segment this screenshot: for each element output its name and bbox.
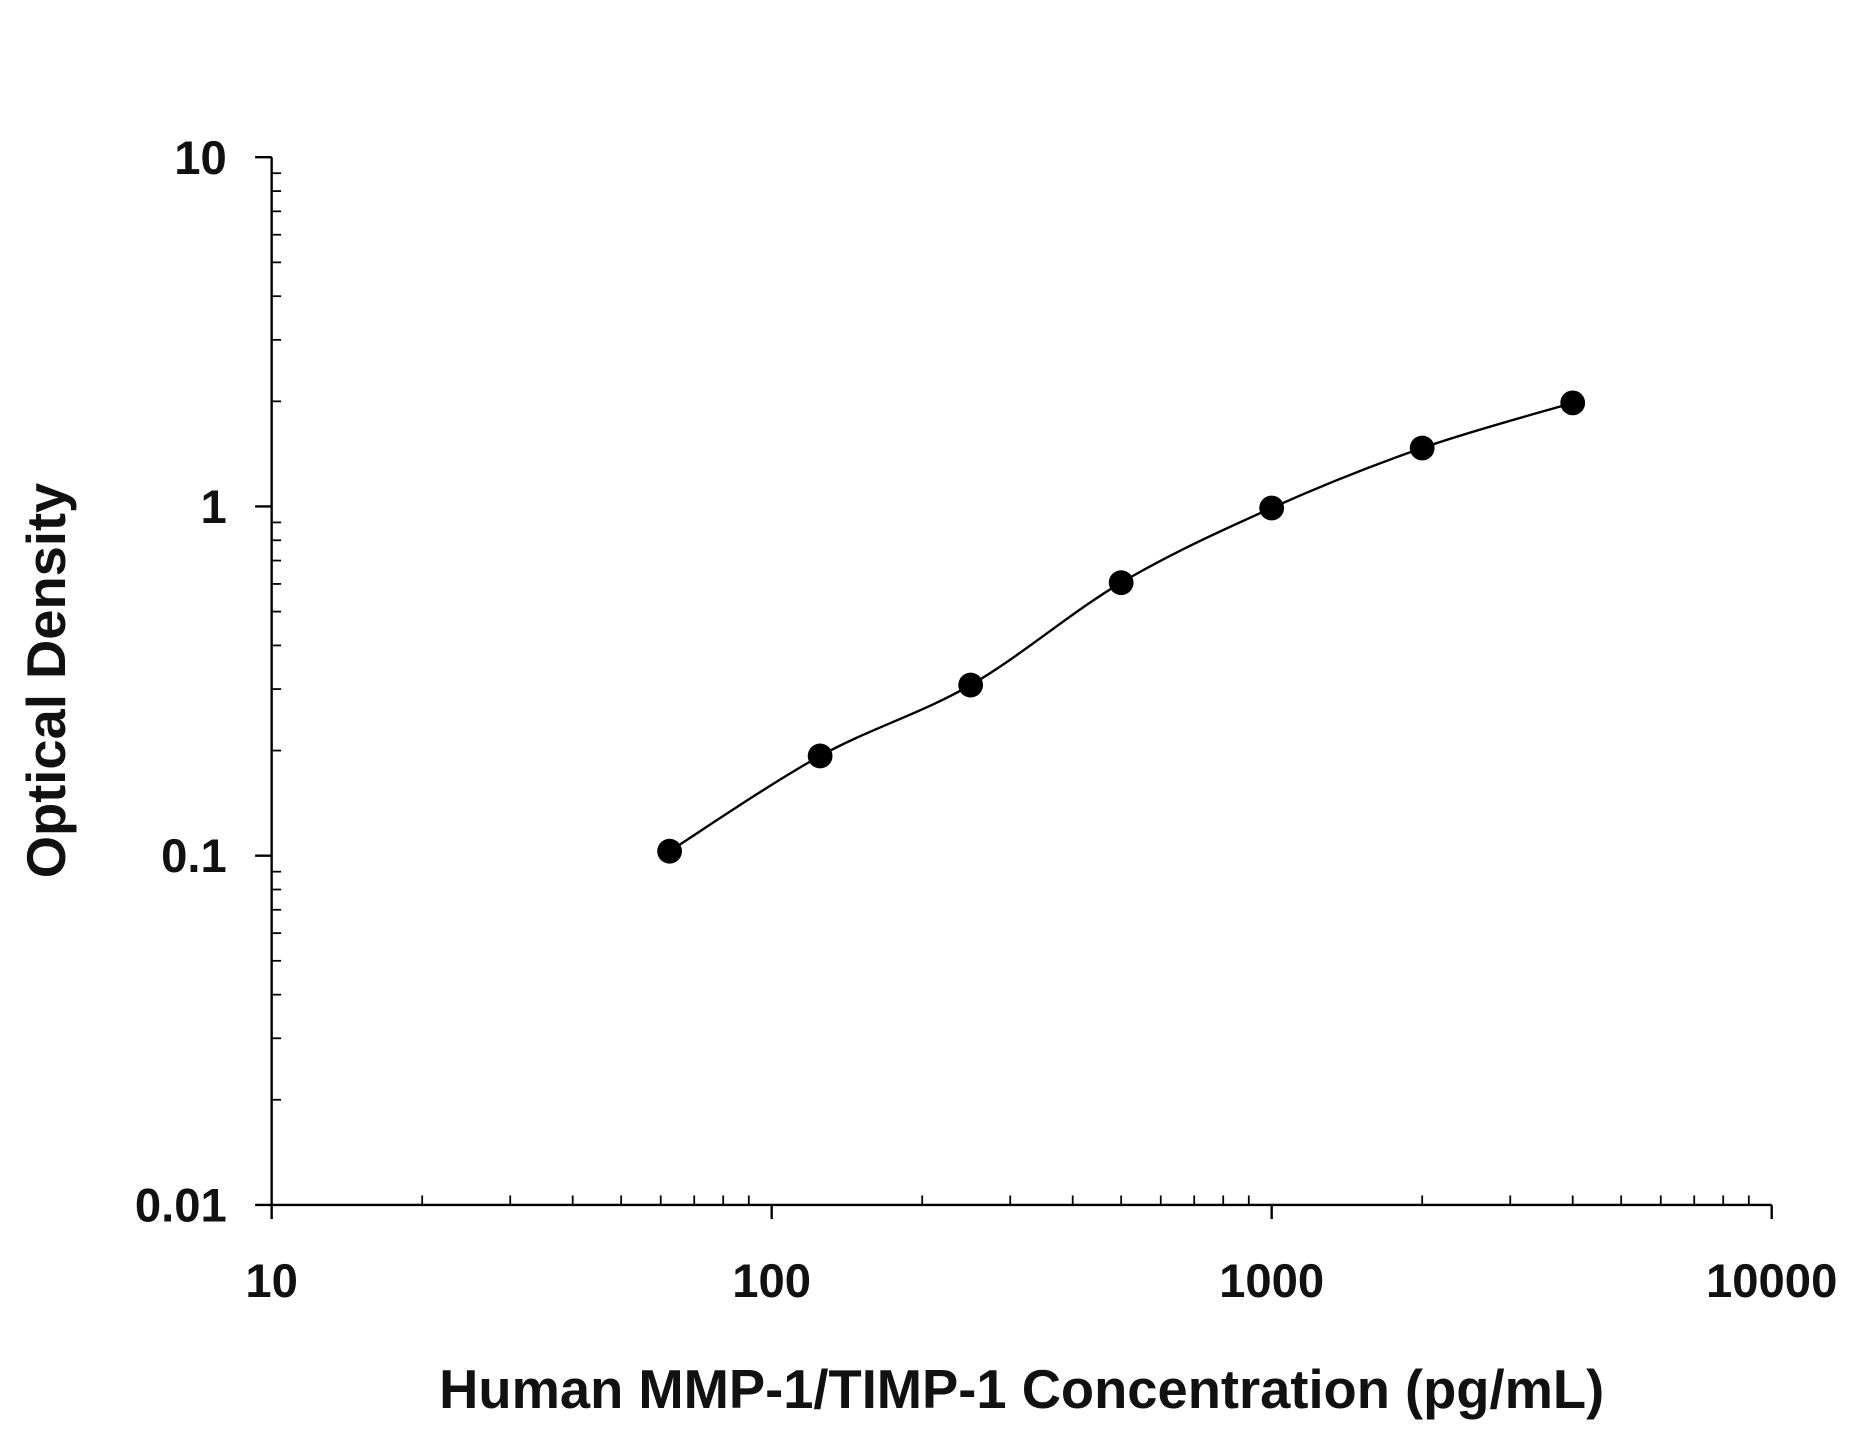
data-point xyxy=(807,743,833,769)
x-tick-label: 10 xyxy=(245,1255,298,1308)
x-axis-label: Human MMP-1/TIMP-1 Concentration (pg/mL) xyxy=(439,1359,1604,1420)
y-axis-label: Optical Density xyxy=(16,483,77,879)
x-tick-label: 100 xyxy=(732,1255,811,1308)
data-point xyxy=(1560,390,1586,416)
ticks xyxy=(255,156,1773,1220)
tick-labels: 10 100 1000 10000 0.01 0.1 1 10 xyxy=(135,132,1838,1308)
y-tick-label: 1 xyxy=(200,481,226,534)
data-point xyxy=(958,672,984,698)
x-tick-label: 1000 xyxy=(1219,1255,1324,1308)
data-points xyxy=(657,390,1586,864)
y-tick-label: 10 xyxy=(174,132,227,185)
data-point xyxy=(1259,495,1285,521)
x-tick-label: 10000 xyxy=(1706,1255,1837,1308)
axes xyxy=(270,157,1772,1207)
data-point xyxy=(657,838,683,864)
y-tick-label: 0.1 xyxy=(161,830,227,883)
fit-curve xyxy=(668,401,1574,853)
y-tick-label: 0.01 xyxy=(135,1179,227,1232)
data-point xyxy=(1409,435,1435,461)
data-point xyxy=(1108,570,1134,596)
